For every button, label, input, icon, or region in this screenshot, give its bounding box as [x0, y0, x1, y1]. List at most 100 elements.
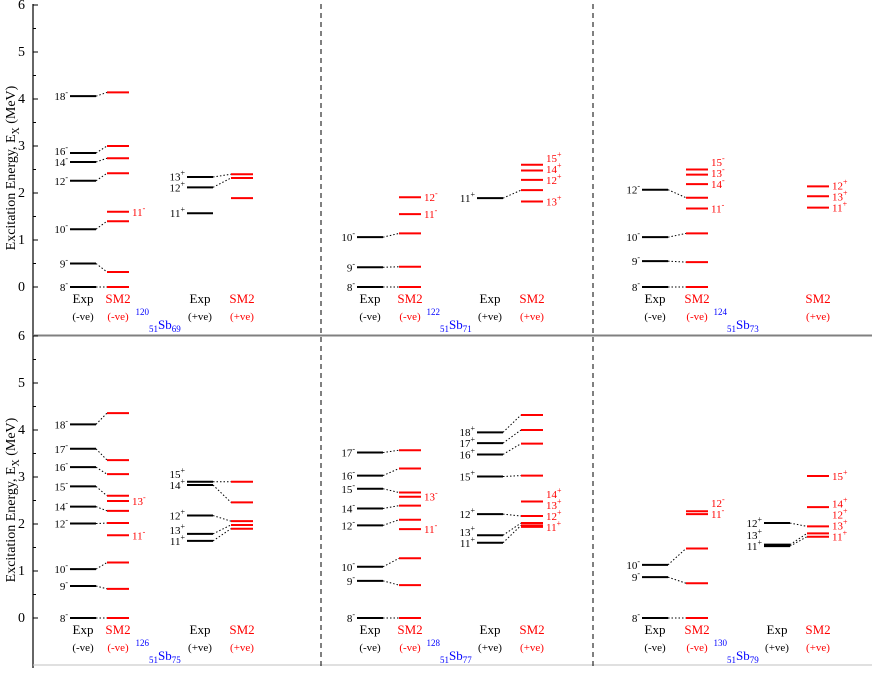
y-tick-label: 0: [18, 611, 25, 626]
exp-column-label: Exp: [645, 291, 666, 306]
panel-sb124: 8- 9- 10- 12- 11- 14-13-15- Exp (-ve) SM2 (-ve) 11…: [626, 154, 848, 334]
sm2-level-label: 11-: [424, 206, 438, 221]
group-pos-parity: 11+ 13+ 12+14+15+ Exp (+ve) SM2 (+ve): [460, 150, 562, 323]
sm2-level-label: 11-: [711, 201, 725, 216]
nucleus-symbol: 51Sb77: [440, 648, 472, 665]
exp-level-label: 11+: [170, 533, 186, 548]
sm2-level-label: 14+: [546, 161, 562, 176]
level-link: [789, 536, 808, 547]
exp-column-label: Exp: [73, 291, 94, 306]
level-link: [502, 443, 522, 455]
y-tick-label: 5: [18, 376, 25, 391]
level-link: [502, 525, 522, 544]
exp-level-label: 16+: [459, 446, 475, 461]
sm2-parity-label: (-ve): [686, 642, 708, 654]
sm2-parity-label: (-ve): [399, 642, 421, 654]
exp-level-label: 15+: [459, 469, 475, 484]
sm2-column-label: SM2: [684, 291, 709, 306]
y-axis-label-bottom: Excitation Energy, EX (MeV): [4, 417, 22, 582]
exp-parity-label: (-ve): [359, 642, 381, 654]
exp-column-label: Exp: [360, 622, 381, 637]
exp-level-label: 9-: [632, 569, 641, 584]
y-tick-label: 6: [18, 329, 25, 344]
group-pos-parity: 11+ 12+13+ Exp (+ve) SM2 (+ve): [169, 168, 254, 323]
exp-column-label: Exp: [767, 622, 788, 637]
exp-level-label: 10-: [54, 561, 68, 576]
level-link: [212, 515, 232, 522]
group-neg-parity: 8- 9- 10- 12- 14- 15- 16- 17- 18- 11- 13- Exp (-ve) S…: [54, 412, 146, 654]
exp-parity-label: (+ve): [478, 642, 502, 654]
sm2-level-label: 11+: [546, 519, 562, 534]
sm2-level-label: 12-: [424, 189, 438, 204]
level-link: [502, 522, 522, 536]
exp-level-label: 11+: [170, 205, 186, 220]
exp-level-label: 16-: [341, 468, 355, 483]
level-link: [95, 172, 108, 182]
sm2-parity-label: (-ve): [107, 311, 129, 323]
exp-level-label: 18-: [54, 416, 68, 431]
sm2-column-label: SM2: [105, 622, 130, 637]
exp-level-label: 8-: [632, 610, 641, 625]
sm2-level-label: 13+: [832, 518, 848, 533]
sm2-level-label: 13-: [132, 493, 146, 508]
exp-level-label: 12+: [169, 508, 185, 523]
sm2-parity-label: (-ve): [107, 642, 129, 654]
sm2-level-label: 11-: [711, 506, 725, 521]
exp-level-label: 8-: [60, 610, 69, 625]
sm2-column-label: SM2: [229, 291, 254, 306]
level-link: [382, 232, 400, 238]
level-link: [95, 506, 108, 512]
sm2-level-label: 11+: [832, 200, 848, 215]
exp-parity-label: (+ve): [478, 311, 502, 323]
nucleus-symbol: 51Sb79: [727, 648, 759, 665]
level-link: [95, 220, 108, 230]
figure-frame: Excitation Energy, EX (MeV) Excitation E…: [4, 4, 872, 668]
level-link: [502, 189, 522, 199]
level-link: [667, 232, 687, 238]
plot-area: 012345601234568-9-10-12-14-16-18-11-Exp(…: [18, 0, 848, 665]
exp-level-label: 10-: [626, 557, 640, 572]
exp-column-label: Exp: [73, 622, 94, 637]
sm2-level-label: 12+: [546, 172, 562, 187]
sm2-parity-label: (+ve): [520, 642, 544, 654]
exp-level-label: 9-: [60, 578, 69, 593]
group-neg-parity: 8-9-10-11-12-Exp(-ve)SM2(-ve): [626, 495, 725, 654]
level-link: [95, 562, 108, 570]
level-link: [382, 505, 400, 509]
sm2-level-label: 12+: [546, 508, 562, 523]
level-link: [95, 157, 108, 163]
sm2-column-label: SM2: [805, 622, 830, 637]
group-neg-parity: 8- 9-10- 12- 14- 15-16- 17- 11- 13- Exp (-ve) SM2 (…: [341, 445, 438, 654]
sm2-parity-label: (+ve): [230, 642, 254, 654]
level-link: [212, 528, 232, 542]
exp-level-label: 11+: [747, 538, 763, 553]
group-neg-parity: 8-9-10-11-12-Exp(-ve)SM2(-ve): [341, 189, 438, 323]
exp-level-label: 12-: [626, 182, 640, 197]
sm2-column-label: SM2: [397, 622, 422, 637]
exp-level-label: 15+: [169, 466, 185, 481]
mass-number: 130: [714, 638, 728, 648]
exp-level-label: 11+: [460, 190, 476, 205]
exp-parity-label: (+ve): [188, 642, 212, 654]
sm2-column-label: SM2: [519, 622, 544, 637]
panel-sb122: 8- 9- 10- 11- 12- Exp (-ve) SM2 (-ve) 11+ 13+ 12+14…: [341, 150, 562, 334]
exp-level-label: 17+: [459, 435, 475, 450]
level-link: [95, 448, 108, 461]
sm2-level-label: 13+: [546, 193, 562, 208]
level-link: [789, 522, 808, 527]
sm2-level-label: 12-: [711, 495, 725, 510]
y-axis-top: 0 1 2 3 4 5 6: [18, 0, 38, 295]
exp-level-label: 17-: [341, 445, 355, 460]
group-pos-parity: 11+13+12+ SM2 (+ve): [805, 177, 848, 323]
sm2-level-label: 11-: [132, 527, 146, 542]
sm2-level-label: 15-: [711, 154, 725, 169]
y-tick-label: 1: [18, 233, 25, 248]
exp-column-label: Exp: [190, 622, 211, 637]
group-pos-parity: 11+13+12+15+16+17+18+11+12+13+14+Exp(+ve…: [459, 413, 562, 654]
exp-parity-label: (-ve): [72, 311, 94, 323]
sm2-level-label: 12+: [832, 177, 848, 192]
exp-level-label: 9-: [60, 256, 69, 271]
exp-level-label: 13+: [169, 168, 185, 183]
